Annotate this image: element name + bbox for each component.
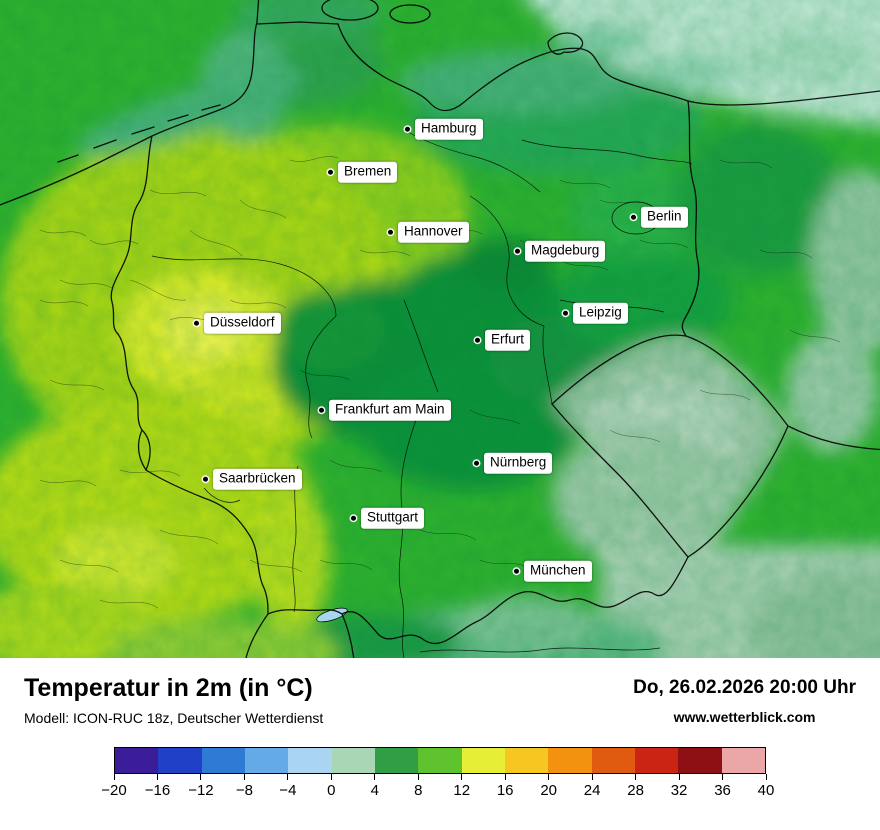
legend-tick (461, 774, 463, 780)
city-marker: München (514, 560, 592, 582)
legend-tick-label: −8 (235, 782, 253, 799)
legend-tick-label: 12 (453, 782, 471, 799)
legend-tick-label: 28 (627, 782, 644, 799)
legend-tick (113, 774, 115, 780)
legend-tick (548, 774, 550, 780)
legend-color-segment (244, 748, 289, 773)
legend-colorbar-wrap: −20 −16 −12 −8 −4 0 4 8 12 16 20 24 28 32 36 40 (101, 747, 774, 806)
city-layer: Hamburg Bremen Hannover Berlin Magdeburg Düss… (194, 118, 688, 582)
legend-tick-label: −12 (188, 782, 214, 799)
city-marker: Saarbrücken (203, 468, 302, 490)
legend-tick (678, 774, 680, 780)
legend-tick-label: 20 (540, 782, 557, 799)
city-label: Nürnberg (484, 452, 553, 474)
legend-colorbar (114, 747, 766, 774)
info-panel: Temperatur in 2m (in °C) Modell: ICON-RU… (0, 658, 880, 830)
city-label: Hannover (398, 221, 469, 243)
legend-color-segment (591, 748, 635, 773)
legend-color-segment (418, 748, 462, 773)
city-marker: Erfurt (475, 329, 531, 351)
city-dot-icon (328, 169, 333, 175)
city-dot-icon (203, 476, 208, 482)
legend-tick (243, 774, 245, 780)
legend-tick (765, 774, 767, 780)
legend-color-segment (504, 748, 549, 773)
legend-color-segment (548, 748, 592, 773)
valid-datetime: Do, 26.02.2026 20:00 Uhr (633, 677, 856, 698)
city-dot-icon (194, 320, 199, 326)
legend-color-segment (288, 748, 332, 773)
city-dot-icon (515, 248, 520, 254)
legend-tick (591, 774, 593, 780)
city-dot-icon (319, 407, 324, 413)
legend-tick-label: −16 (144, 782, 171, 799)
legend-color-segment (461, 748, 505, 773)
city-dot-icon (474, 460, 479, 466)
legend-tick-label: 4 (370, 782, 379, 799)
legend-tick-label: 32 (670, 782, 688, 799)
city-dot-icon (405, 126, 410, 132)
legend-tick (330, 774, 332, 780)
legend-color-segment (634, 748, 679, 773)
legend-tick-label: −20 (101, 782, 127, 799)
city-marker: Frankfurt am Main (319, 399, 451, 421)
city-label: Magdeburg (525, 240, 606, 262)
legend-tick (374, 774, 376, 780)
legend-color-segment (374, 748, 419, 773)
city-label: München (524, 560, 592, 582)
city-marker: Düsseldorf (194, 312, 281, 334)
city-marker: Nürnberg (474, 452, 553, 474)
legend-color-segment (115, 748, 159, 773)
city-label: Berlin (641, 206, 688, 228)
city-marker: Hannover (388, 221, 469, 243)
city-label: Frankfurt am Main (329, 399, 451, 421)
city-label: Hamburg (415, 118, 483, 140)
legend-tick-label: 40 (757, 782, 775, 799)
city-label: Bremen (338, 161, 398, 183)
legend-tick-label: 8 (414, 782, 423, 799)
legend-tick (504, 774, 506, 780)
map-canvas: Hamburg Bremen Hannover Berlin Magdeburg Düss… (0, 0, 880, 658)
legend-color-segment (331, 748, 375, 773)
legend-color-segment (678, 748, 722, 773)
city-label: Stuttgart (361, 507, 425, 529)
legend-ticks: −20 −16 −12 −8 −4 0 4 8 12 16 20 24 28 32 36 40 (101, 774, 774, 806)
legend-tick (287, 774, 289, 780)
model-info: Modell: ICON-RUC 18z, Deutscher Wetterdi… (24, 710, 324, 726)
legend-tick (417, 774, 419, 780)
legend-tick-label: 24 (583, 782, 601, 799)
legend-tick-label: 16 (496, 782, 514, 799)
legend-tick (722, 774, 724, 780)
city-dot-icon (351, 515, 356, 521)
city-dot-icon (475, 337, 480, 343)
legend-tick (156, 774, 158, 780)
legend-tick (635, 774, 637, 780)
city-marker: Bremen (328, 161, 398, 183)
city-label: Leipzig (573, 302, 628, 324)
city-marker: Berlin (631, 206, 688, 228)
city-label: Erfurt (485, 329, 531, 351)
page-title: Temperatur in 2m (in °C) (24, 674, 313, 702)
city-marker: Magdeburg (515, 240, 606, 262)
city-dot-icon (388, 229, 393, 235)
legend-color-segment (721, 748, 765, 773)
city-marker: Stuttgart (351, 507, 425, 529)
city-dot-icon (514, 568, 519, 574)
city-label: Düsseldorf (204, 312, 281, 334)
legend-color-segment (201, 748, 245, 773)
legend-color-segment (158, 748, 202, 773)
city-label: Saarbrücken (213, 468, 302, 490)
city-dot-icon (563, 310, 568, 316)
legend: −20 −16 −12 −8 −4 0 4 8 12 16 20 24 28 32 36 40 (0, 747, 880, 806)
legend-tick-label: 36 (714, 782, 731, 799)
city-marker: Hamburg (405, 118, 483, 140)
legend-tick (200, 774, 202, 780)
city-dot-icon (631, 214, 636, 220)
city-marker: Leipzig (563, 302, 628, 324)
website-url: www.wetterblick.com (673, 709, 816, 725)
legend-tick-label: 0 (327, 782, 336, 799)
legend-tick-label: −4 (279, 782, 297, 799)
